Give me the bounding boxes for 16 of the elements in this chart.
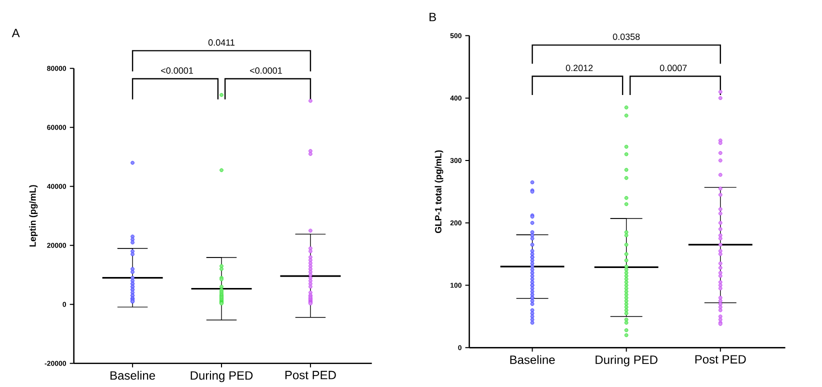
annotation: <0.0001 xyxy=(250,67,282,74)
chart-title: B xyxy=(430,12,436,22)
x-tick-label: During PED xyxy=(190,370,253,382)
text: 0.0411 xyxy=(208,39,234,46)
annotation: <0.0001 xyxy=(161,67,193,74)
x-tick-label: Post PED xyxy=(285,370,336,380)
x-tick-label: Baseline xyxy=(110,370,156,380)
x-tick-label: During PED xyxy=(596,355,658,366)
y-axis-title: GLP-1 total (pg/mL) xyxy=(434,150,444,234)
annotation: 0.2012 xyxy=(566,64,593,72)
x-tick-label: Post PED xyxy=(695,355,746,364)
y-axis-title: Leptin (pg/mL) xyxy=(29,185,38,247)
annotation: 0.0007 xyxy=(660,64,687,72)
annotation: 0.0358 xyxy=(612,34,640,40)
chart-title: A xyxy=(12,28,20,38)
x-tick-label: Baseline xyxy=(510,355,555,364)
